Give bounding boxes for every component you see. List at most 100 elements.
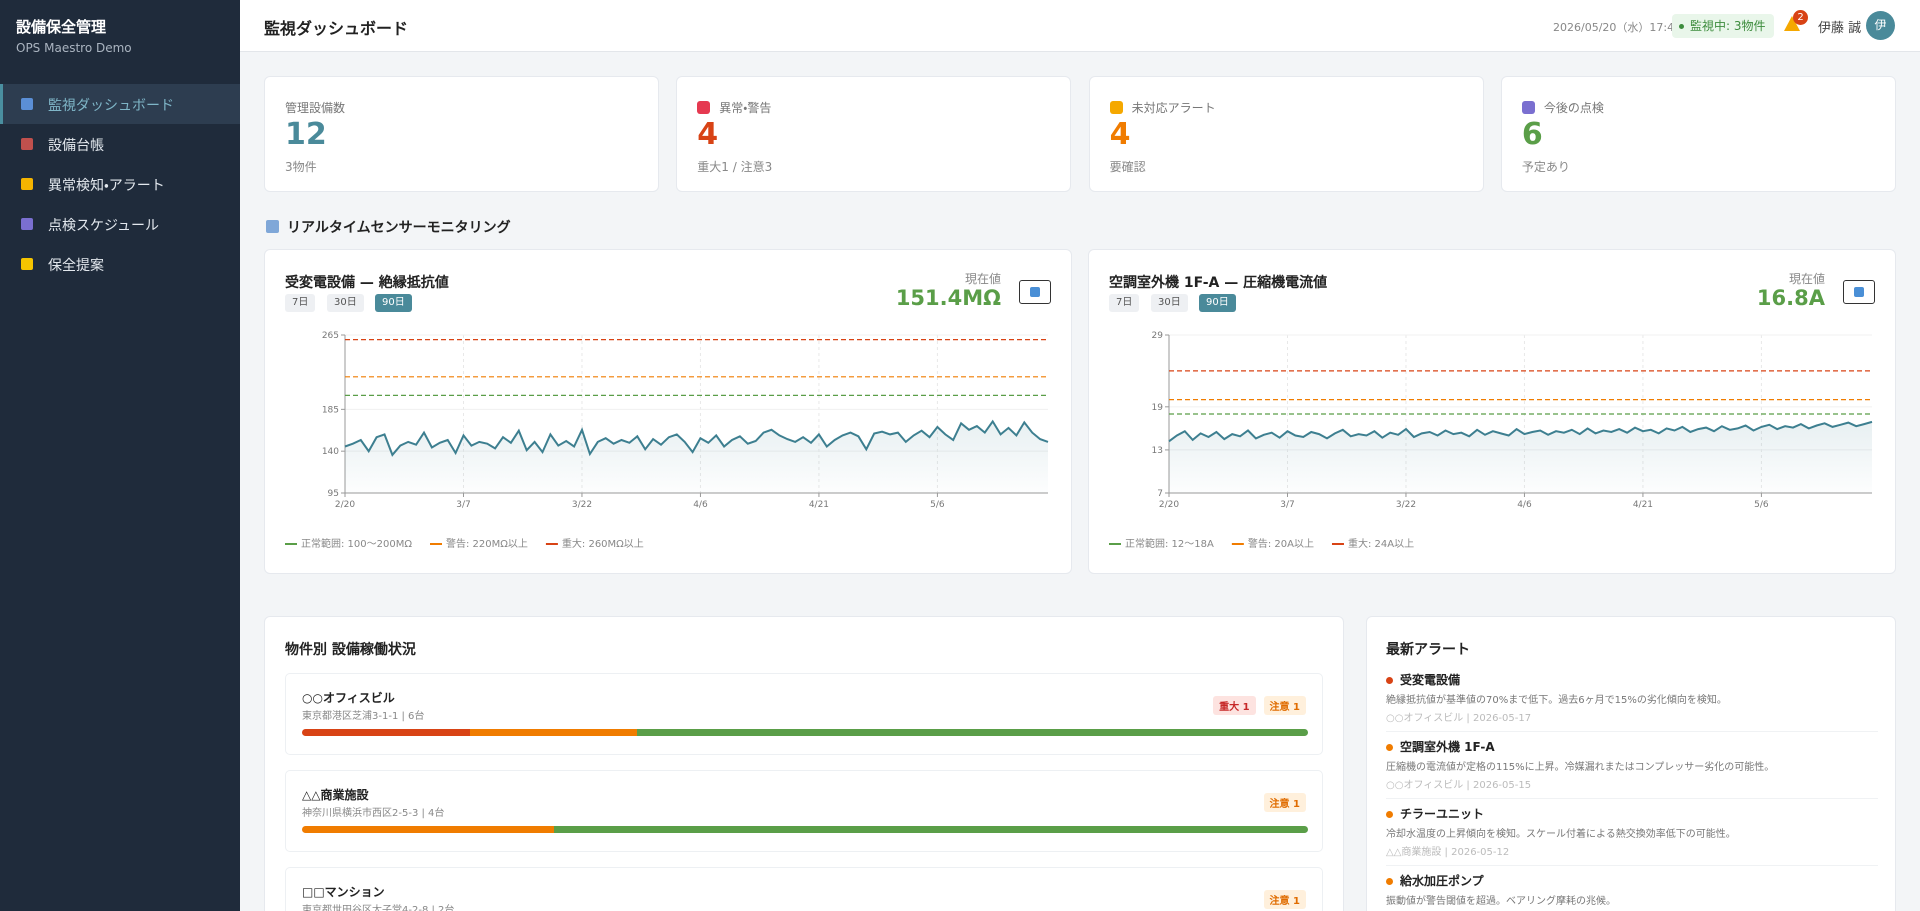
- alert-item[interactable]: 受変電設備 絶縁抵抗値が基準値の70%まで低下。過去6ヶ月で15%の劣化傾向を検知…: [1386, 669, 1878, 732]
- x-tick-label: 4/6: [1517, 500, 1532, 510]
- page-title: 監視ダッシュボード: [264, 19, 409, 38]
- status-badge: 注意 1: [1263, 696, 1306, 715]
- alert-desc: 振動値が警告閾値を超過。ベアリング摩耗の兆候。: [1386, 896, 1616, 907]
- kpi-sub: 重大1 / 注意3: [697, 160, 773, 174]
- property-item[interactable]: △△商業施設神奈川県横浜市西区2-5-3 | 4台 注意 1: [285, 770, 1323, 852]
- alert-meta: ○○オフィスビル | 2026-05-17: [1386, 713, 1532, 724]
- range-button[interactable]: 90日: [1199, 294, 1236, 312]
- x-tick-label: 5/6: [930, 500, 945, 510]
- section-icon: [266, 220, 279, 233]
- kpi-card: 今後の点検 6 予定あり: [1500, 76, 1896, 192]
- bar-segment: [302, 826, 554, 833]
- nav-icon: [21, 258, 33, 270]
- properties-title: 物件別 設備稼働状況: [285, 642, 416, 658]
- x-tick-label: 4/6: [693, 500, 708, 510]
- badges: 注意 1: [1263, 793, 1306, 812]
- property-item[interactable]: □□マンション東京都世田谷区太子堂4-2-8 | 2台 注意 1: [285, 867, 1323, 911]
- nav-icon: [21, 138, 33, 150]
- range-button[interactable]: 90日: [375, 294, 412, 312]
- nav-item[interactable]: 異常検知・アラート: [0, 164, 240, 204]
- range-button[interactable]: 30日: [327, 294, 364, 312]
- property-name: □□マンション: [302, 885, 385, 899]
- area-fill: [1169, 421, 1872, 493]
- kpi-icon: [1521, 101, 1535, 114]
- range-button[interactable]: 30日: [1151, 294, 1188, 312]
- kpi-value: 6: [1521, 117, 1543, 152]
- alert-title: チラーユニット: [1400, 807, 1485, 821]
- status-pill: 監視中: 3物件: [1672, 14, 1774, 38]
- nav-label: 監視ダッシュボード: [48, 98, 174, 114]
- status-badge: 注意 1: [1263, 890, 1306, 909]
- nav-item[interactable]: 点検スケジュール: [0, 204, 240, 244]
- kpi-value: 4: [1109, 117, 1131, 152]
- nav-icon: [21, 218, 33, 230]
- alerts-title: 最新アラート: [1386, 642, 1470, 658]
- x-tick-label: 4/21: [1633, 500, 1653, 510]
- alert-title: 給水加圧ポンプ: [1400, 874, 1484, 888]
- avatar[interactable]: 伊: [1866, 11, 1895, 40]
- export-button[interactable]: [1019, 280, 1051, 304]
- x-tick-label: 2/20: [1159, 500, 1179, 510]
- bar-segment: [637, 729, 1308, 736]
- legend-label: 警告: 220MΩ以上: [446, 537, 528, 550]
- x-tick-label: 3/22: [572, 500, 592, 510]
- alerts-card: 最新アラート受変電設備 絶縁抵抗値が基準値の70%まで低下。過去6ヶ月で15%の劣…: [1366, 616, 1896, 911]
- alert-title: 空調室外機 1F-A: [1400, 740, 1495, 754]
- kpi-icon: [697, 101, 711, 114]
- nav-item[interactable]: 設備台帳: [0, 124, 240, 164]
- kpi-sub: 要確認: [1109, 160, 1146, 174]
- kpi-card: 未対応アラート 4 要確認: [1088, 76, 1484, 192]
- property-address: 神奈川県横浜市西区2-5-3 | 4台: [302, 808, 445, 819]
- range-button[interactable]: 7日: [1109, 294, 1140, 312]
- status-bar: [302, 826, 1308, 833]
- property-address: 東京都港区芝浦3-1-1 | 6台: [302, 711, 425, 722]
- bar-segment: [302, 729, 470, 736]
- x-tick-label: 3/22: [1396, 500, 1416, 510]
- alert-desc: 圧縮機の電流値が定格の115%に上昇。冷媒漏れまたはコンプレッサー劣化の可能性。: [1386, 762, 1775, 773]
- kpi-value: 4: [697, 117, 719, 152]
- y-tick-label: 29: [1152, 331, 1164, 341]
- property-name: △△商業施設: [302, 788, 369, 802]
- nav-label: 保全提案: [48, 258, 104, 274]
- y-tick-label: 140: [322, 447, 339, 457]
- alert-item[interactable]: 空調室外機 1F-A 圧縮機の電流値が定格の115%に上昇。冷媒漏れまたはコンプレ…: [1386, 736, 1878, 799]
- bar-segment: [553, 826, 1308, 833]
- chart-card: 空調室外機 1F-A — 圧縮機電流値 7日 30日 90日 現在値 16.8A 2/20 3…: [1088, 249, 1896, 574]
- series-line: [344, 419, 1049, 457]
- export-button[interactable]: [1843, 280, 1875, 304]
- property-item[interactable]: ○○オフィスビル東京都港区芝浦3-1-1 | 6台 重大 1 注意 1: [285, 673, 1323, 755]
- range-button[interactable]: 7日: [285, 294, 316, 312]
- chart-title: 受変電設備 — 絶縁抵抗値: [285, 275, 449, 291]
- current-label: 現在値: [964, 272, 1001, 286]
- status-dot: [1679, 24, 1684, 29]
- alert-item[interactable]: チラーユニット 冷却水温度の上昇傾向を検知。スケール付着による熱交換効率低下の可能…: [1386, 803, 1878, 866]
- property-address: 東京都世田谷区太子堂4-2-8 | 2台: [302, 905, 455, 911]
- nav-label: 設備台帳: [48, 138, 104, 154]
- status-badge: 重大 1: [1213, 696, 1256, 715]
- y-tick-label: 7: [1157, 489, 1163, 499]
- current-value: 151.4MΩ: [895, 286, 1001, 310]
- property-name: ○○オフィスビル: [302, 691, 395, 705]
- badges: 重大 1 注意 1: [1213, 696, 1306, 715]
- nav-item[interactable]: 監視ダッシュボード: [0, 84, 240, 124]
- x-tick-label: 3/7: [456, 500, 470, 510]
- alert-desc: 絶縁抵抗値が基準値の70%まで低下。過去6ヶ月で15%の劣化傾向を検知。: [1386, 695, 1727, 706]
- y-tick-label: 95: [328, 489, 339, 499]
- user-name: 伊藤 誠: [1818, 21, 1862, 36]
- legend-label: 重大: 24A以上: [1348, 537, 1414, 550]
- badges: 注意 1: [1263, 890, 1306, 909]
- x-tick-label: 2/20: [335, 500, 355, 510]
- alert-dot: [1386, 677, 1393, 684]
- y-tick-label: 185: [322, 405, 339, 415]
- line-chart: 2/20 3/7 3/22 4/6 4/21 5/6 7 13 19 29 正常範囲: 12〜18A…: [1109, 331, 1873, 550]
- legend-label: 正常範囲: 12〜18A: [1125, 537, 1214, 550]
- nav-label: 点検スケジュール: [48, 218, 160, 234]
- x-tick-label: 4/21: [809, 500, 829, 510]
- section-title: リアルタイムセンサーモニタリング: [287, 220, 511, 236]
- nav-label: 異常検知・アラート: [48, 178, 165, 194]
- nav-item[interactable]: 保全提案: [0, 244, 240, 284]
- kpi-value: 12: [285, 117, 327, 152]
- legend-label: 正常範囲: 100〜200MΩ: [301, 537, 412, 550]
- notification-badge: 2: [1793, 10, 1808, 25]
